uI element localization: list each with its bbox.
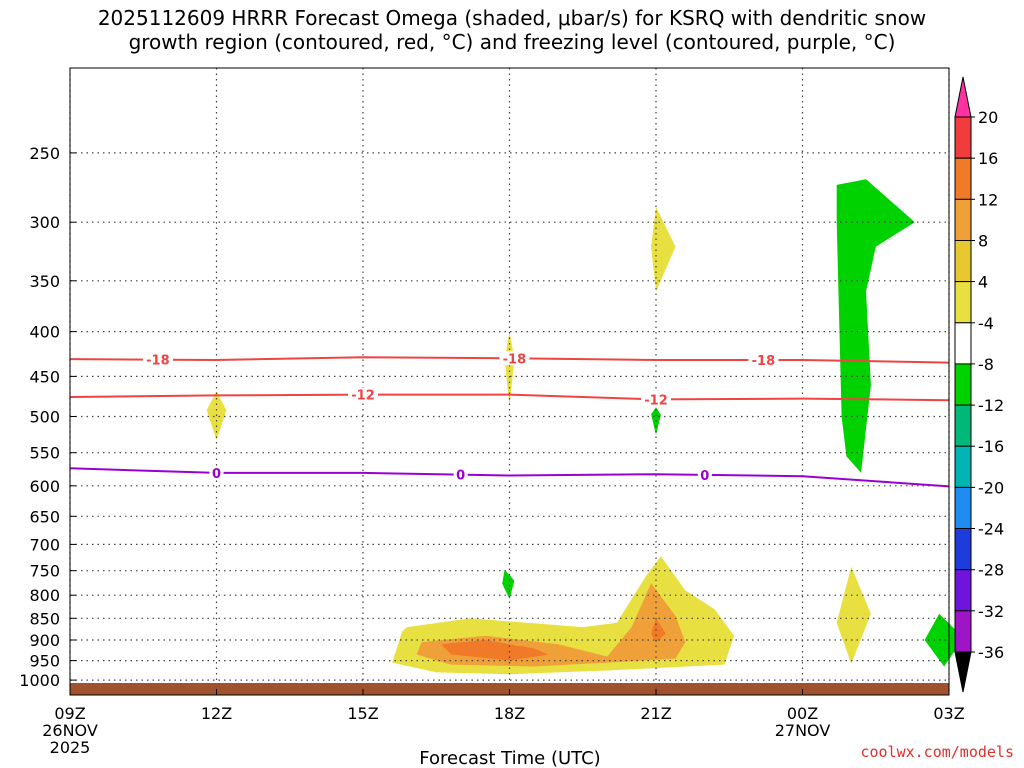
x-tick-year: 2025: [50, 738, 91, 757]
credit-text: coolwx.com/models: [860, 743, 1014, 761]
omega-region-orange-core: [441, 640, 549, 661]
x-tick-label-15Z: 15Z: [347, 704, 378, 723]
colorbar-label--16: -16: [978, 437, 1004, 456]
omega-region-green-upper: [836, 179, 915, 473]
y-tick-label-450: 450: [29, 367, 60, 386]
x-tick-label-12Z: 12Z: [201, 704, 232, 723]
y-tick-label-250: 250: [29, 144, 60, 163]
colorbar-label--12: -12: [978, 396, 1004, 415]
colorbar-box: [954, 528, 972, 571]
contour-lines: -18 -18 -18 -12 -12 0 0 0: [69, 351, 950, 488]
contour-label-bg: [142, 352, 173, 367]
x-tick-label-18Z: 18Z: [494, 704, 525, 723]
chart-title: 2025112609 HRRR Forecast Omega (shaded, …: [0, 6, 1024, 54]
colorbar-box: [954, 445, 972, 488]
contour-label--18: -18: [503, 352, 527, 367]
colorbar-top-arrow: [954, 76, 972, 118]
x-tick-date-26NOV: 26NOV: [42, 721, 98, 740]
omega-region-yellow-830: [836, 566, 871, 664]
y-tick-label-650: 650: [29, 507, 60, 526]
y-tick-label-300: 300: [29, 213, 60, 232]
contour-label-bg: [641, 392, 671, 407]
colorbar-bottom-arrow: [954, 651, 972, 693]
x-tick-label-03Z: 03Z: [933, 704, 964, 723]
colorbar-box: [954, 569, 972, 612]
colorbar-box: [954, 240, 972, 283]
colorbar-label--4: -4: [978, 314, 994, 333]
y-tick-label-600: 600: [29, 477, 60, 496]
y-tick-label-550: 550: [29, 444, 60, 463]
contour-label-bg: [499, 351, 530, 366]
contour-label--18: -18: [146, 354, 170, 369]
contour-label-bg: [697, 467, 712, 482]
chart-title-line2: growth region (contoured, red, °C) and f…: [128, 30, 896, 54]
contour-label-0: 0: [212, 467, 221, 482]
colorbar-label--28: -28: [978, 561, 1004, 580]
contour-label-0: 0: [700, 469, 709, 484]
colorbar-box: [954, 404, 972, 447]
contour-label--18: -18: [752, 354, 776, 369]
contour-label--12: -12: [644, 393, 668, 408]
colorbar-label-12: 12: [978, 190, 998, 209]
omega-region-green-890: [924, 613, 964, 667]
contour-label-bg: [209, 465, 224, 480]
x-tick-label-21Z: 21Z: [640, 704, 671, 723]
contour-label-0: 0: [456, 469, 465, 484]
colorbar-box: [954, 363, 972, 406]
omega-region-yellow-420: [504, 331, 515, 407]
colorbar-box: [954, 322, 972, 365]
y-tick-label-700: 700: [29, 535, 60, 554]
x-tick-label-09Z: 09Z: [54, 704, 85, 723]
colorbar-label--20: -20: [978, 478, 1004, 497]
contour-label--12: -12: [351, 389, 375, 404]
contour-label-bg: [748, 353, 779, 367]
colorbar-label-8: 8: [978, 232, 988, 251]
contour-line-0: [69, 467, 950, 488]
omega-fills: [206, 179, 964, 675]
colorbar-label--24: -24: [978, 520, 1004, 539]
omega-region-green-760: [502, 569, 515, 599]
colorbar-label-4: 4: [978, 273, 988, 292]
colorbar-label-20: 20: [978, 108, 998, 127]
y-tick-label-850: 850: [29, 609, 60, 628]
omega-region-yellow-320: [651, 206, 676, 292]
y-tick-label-500: 500: [29, 408, 60, 427]
contour-line--12: [69, 393, 950, 402]
colorbar-label-16: 16: [978, 149, 998, 168]
colorbar-label--32: -32: [978, 602, 1004, 621]
y-tick-label-1000: 1000: [19, 671, 60, 690]
y-axis: 250 300 350 400 450 500 550 600 650 700 750 800 850 9…: [19, 144, 76, 690]
grid-lines: [69, 68, 950, 695]
colorbar-box: [954, 116, 972, 159]
omega-region-orange-21z: [651, 618, 666, 643]
x-tick-date-27NOV: 27NOV: [775, 721, 831, 740]
colorbar-box: [954, 486, 972, 530]
y-tick-label-350: 350: [29, 272, 60, 291]
contour-label-bg: [453, 467, 468, 482]
colorbar-label--8: -8: [978, 355, 994, 374]
chart-title-line1: 2025112609 HRRR Forecast Omega (shaded, …: [97, 6, 927, 30]
y-tick-label-750: 750: [29, 562, 60, 581]
y-tick-label-950: 950: [29, 652, 60, 671]
colorbar-box: [954, 610, 972, 653]
x-tick-label-00Z: 00Z: [787, 704, 818, 723]
y-tick-label-400: 400: [29, 323, 60, 342]
colorbar: 20 16 12 8 4 -4 -8 -12 -16 -20 -24 -28 -32 -36: [954, 76, 1004, 693]
y-tick-label-900: 900: [29, 631, 60, 650]
contour-label-bg: [348, 387, 378, 402]
x-axis-title: Forecast Time (UTC): [419, 748, 600, 768]
colorbar-box: [954, 157, 972, 200]
colorbar-box: [954, 281, 972, 324]
colorbar-label--36: -36: [978, 643, 1004, 662]
colorbar-box: [954, 198, 972, 242]
y-tick-label-800: 800: [29, 586, 60, 605]
